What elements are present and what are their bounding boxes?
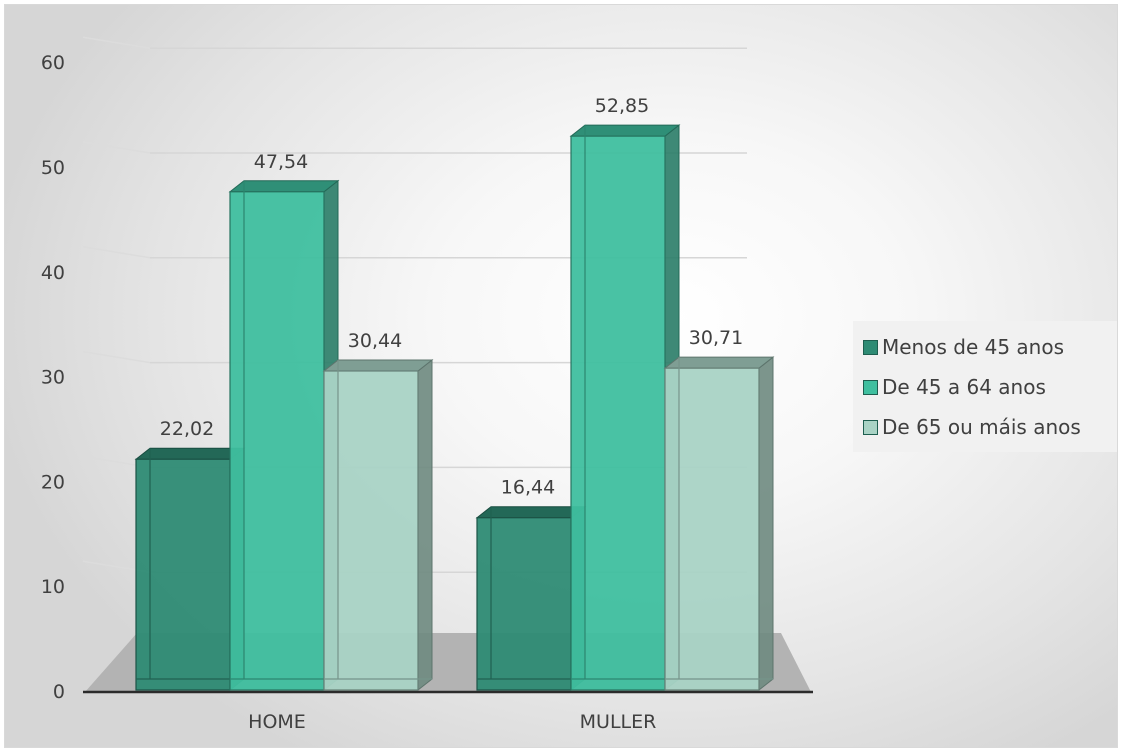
data-label-0-0: 22,02 — [160, 418, 214, 440]
data-label-1-0: 47,54 — [254, 151, 308, 173]
x-category-label-home: HOME — [248, 711, 306, 733]
bar-top-2-1 — [663, 356, 775, 369]
x-category-label-muller: MULLER — [580, 711, 657, 733]
legend-item-menos-de-45: Menos de 45 anos — [863, 327, 1117, 367]
data-label-0-1: 16,44 — [501, 477, 555, 499]
gridline-wall-60 — [82, 36, 151, 49]
gridline-wall-50 — [82, 141, 151, 154]
bar-top-0-0 — [134, 447, 246, 460]
data-label-2-1: 30,71 — [689, 327, 743, 349]
bar-top-0-1 — [475, 506, 587, 519]
bar-side-2-0 — [417, 358, 433, 692]
data-label-2-0: 30,44 — [348, 330, 402, 352]
bar-top-2-0 — [322, 359, 434, 372]
bar-2-1 — [664, 367, 760, 691]
legend-swatch-menos-de-45 — [863, 339, 878, 355]
gridline-wall-40 — [82, 246, 151, 259]
bar-1-0 — [229, 191, 325, 691]
chart-frame: 0 10 20 30 40 50 60 22,02 16,44 47,54 52,85 30,44 30… — [4, 4, 1118, 748]
legend-label-65-ou-mais: De 65 ou máis anos — [882, 415, 1081, 439]
legend-swatch-65-ou-mais — [863, 419, 878, 435]
chart-plot: 0 10 20 30 40 50 60 22,02 16,44 47,54 52,85 30,44 30… — [41, 36, 813, 733]
gridline-wall-30 — [82, 350, 151, 364]
y-tick-label-40: 40 — [41, 262, 65, 284]
bar-0-0 — [135, 458, 231, 691]
bar-top-1-0 — [228, 180, 340, 193]
legend-label-menos-de-45: Menos de 45 anos — [882, 335, 1065, 359]
bar-0-1 — [476, 517, 572, 691]
legend-label-45-a-64: De 45 a 64 anos — [882, 375, 1046, 399]
y-tick-label-20: 20 — [41, 471, 65, 493]
bar-top-1-1 — [569, 124, 681, 137]
y-tick-label-60: 60 — [41, 52, 65, 74]
legend: Menos de 45 anos De 45 a 64 anos De 65 o… — [853, 321, 1117, 452]
y-tick-label-0: 0 — [53, 681, 65, 703]
y-tick-label-10: 10 — [41, 576, 65, 598]
y-tick-label-30: 30 — [41, 367, 65, 389]
bar-1-1 — [570, 135, 666, 691]
y-tick-label-50: 50 — [41, 157, 65, 179]
legend-item-45-a-64: De 45 a 64 anos — [863, 367, 1117, 407]
data-label-1-1: 52,85 — [595, 95, 649, 117]
legend-swatch-45-a-64 — [863, 379, 878, 395]
bar-side-2-1 — [758, 356, 774, 692]
legend-item-65-ou-mais: De 65 ou máis anos — [863, 407, 1117, 447]
bar-2-0 — [323, 370, 419, 691]
